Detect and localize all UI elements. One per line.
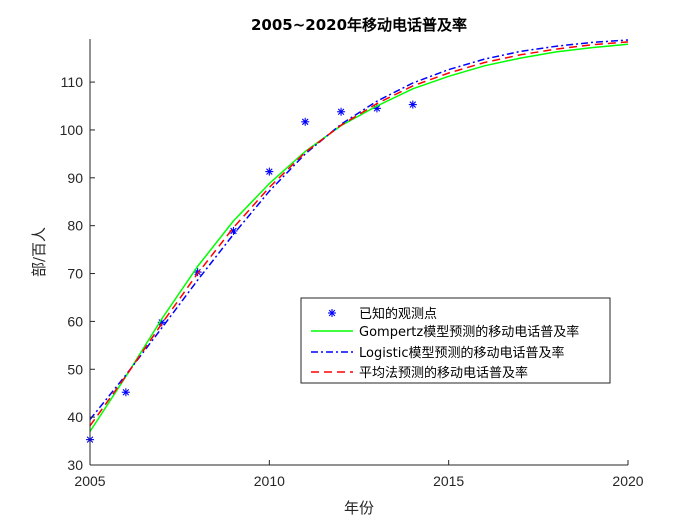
chart-title: 2005~2020年移动电话普及率 — [251, 16, 467, 34]
observed-point-2014-stroke-3 — [409, 101, 417, 108]
axes-layer — [89, 39, 628, 466]
observed-point-2014 — [408, 100, 417, 109]
observed-point-2010 — [265, 167, 274, 176]
y-tick-label-30: 30 — [67, 457, 83, 473]
observed-point-2007-stroke-3 — [158, 319, 166, 326]
legend-label-2: Logistic模型预测的移动电话普及率 — [359, 345, 564, 361]
legend-marker-0-stroke-3 — [328, 309, 336, 317]
legend-box — [300, 297, 611, 384]
y-tick-label-110: 110 — [61, 74, 84, 90]
axes-background — [90, 39, 628, 465]
y-tick-label-70: 70 — [67, 266, 83, 282]
y-tick-label-40: 40 — [67, 409, 83, 425]
y-tick-label-100: 100 — [60, 122, 84, 138]
observed-point-2010-stroke-3 — [266, 168, 273, 175]
legend-entries: 已知的观测点 Gompertz模型预测的移动电话普及率 Logistic模型预测的移… — [311, 306, 579, 381]
series-layer — [86, 39, 629, 444]
plot-area — [90, 39, 628, 465]
legend-label-0: 已知的观测点 — [359, 306, 437, 322]
observed-point-2013-stroke-3 — [373, 105, 381, 112]
observed-point-2011-stroke-3 — [301, 118, 309, 126]
observed-point-2006-stroke-3 — [122, 388, 130, 396]
x-tick-label-2020: 2020 — [612, 473, 643, 489]
x-tick-label-2015: 2015 — [433, 473, 464, 489]
observed-point-2012 — [337, 107, 346, 116]
y-tick-label-80: 80 — [67, 218, 83, 234]
observed-point-2011 — [301, 117, 310, 126]
legend-marker-0 — [328, 309, 336, 317]
series-line-1 — [89, 43, 629, 432]
legend: 已知的观测点 Gompertz模型预测的移动电话普及率 Logistic模型预测的移… — [300, 297, 611, 384]
legend-label-1: Gompertz模型预测的移动电话普及率 — [359, 324, 579, 340]
x-tick-label-2005: 2005 — [74, 473, 105, 489]
legend-label-3: 平均法预测的移动电话普及率 — [359, 365, 528, 381]
y-tick-label-90: 90 — [67, 170, 83, 186]
y-axis-label: 部/百人 — [30, 227, 48, 277]
x-axis-label: 年份 — [344, 499, 374, 517]
y-ticks: 30 40 50 60 70 80 90 100 110 — [60, 74, 95, 473]
series-line-2 — [89, 39, 629, 420]
observed-point-2008-stroke-3 — [194, 268, 201, 276]
observed-point-2009-stroke-3 — [230, 227, 237, 235]
series-line-3 — [89, 41, 629, 427]
x-tick-label-2010: 2010 — [254, 473, 285, 489]
y-tick-label-50: 50 — [67, 361, 83, 377]
observed-point-2006 — [121, 388, 130, 397]
observed-point-2012-stroke-3 — [337, 108, 345, 116]
x-ticks: 2005 2010 2015 2020 — [74, 460, 644, 489]
y-tick-label-60: 60 — [67, 313, 83, 329]
